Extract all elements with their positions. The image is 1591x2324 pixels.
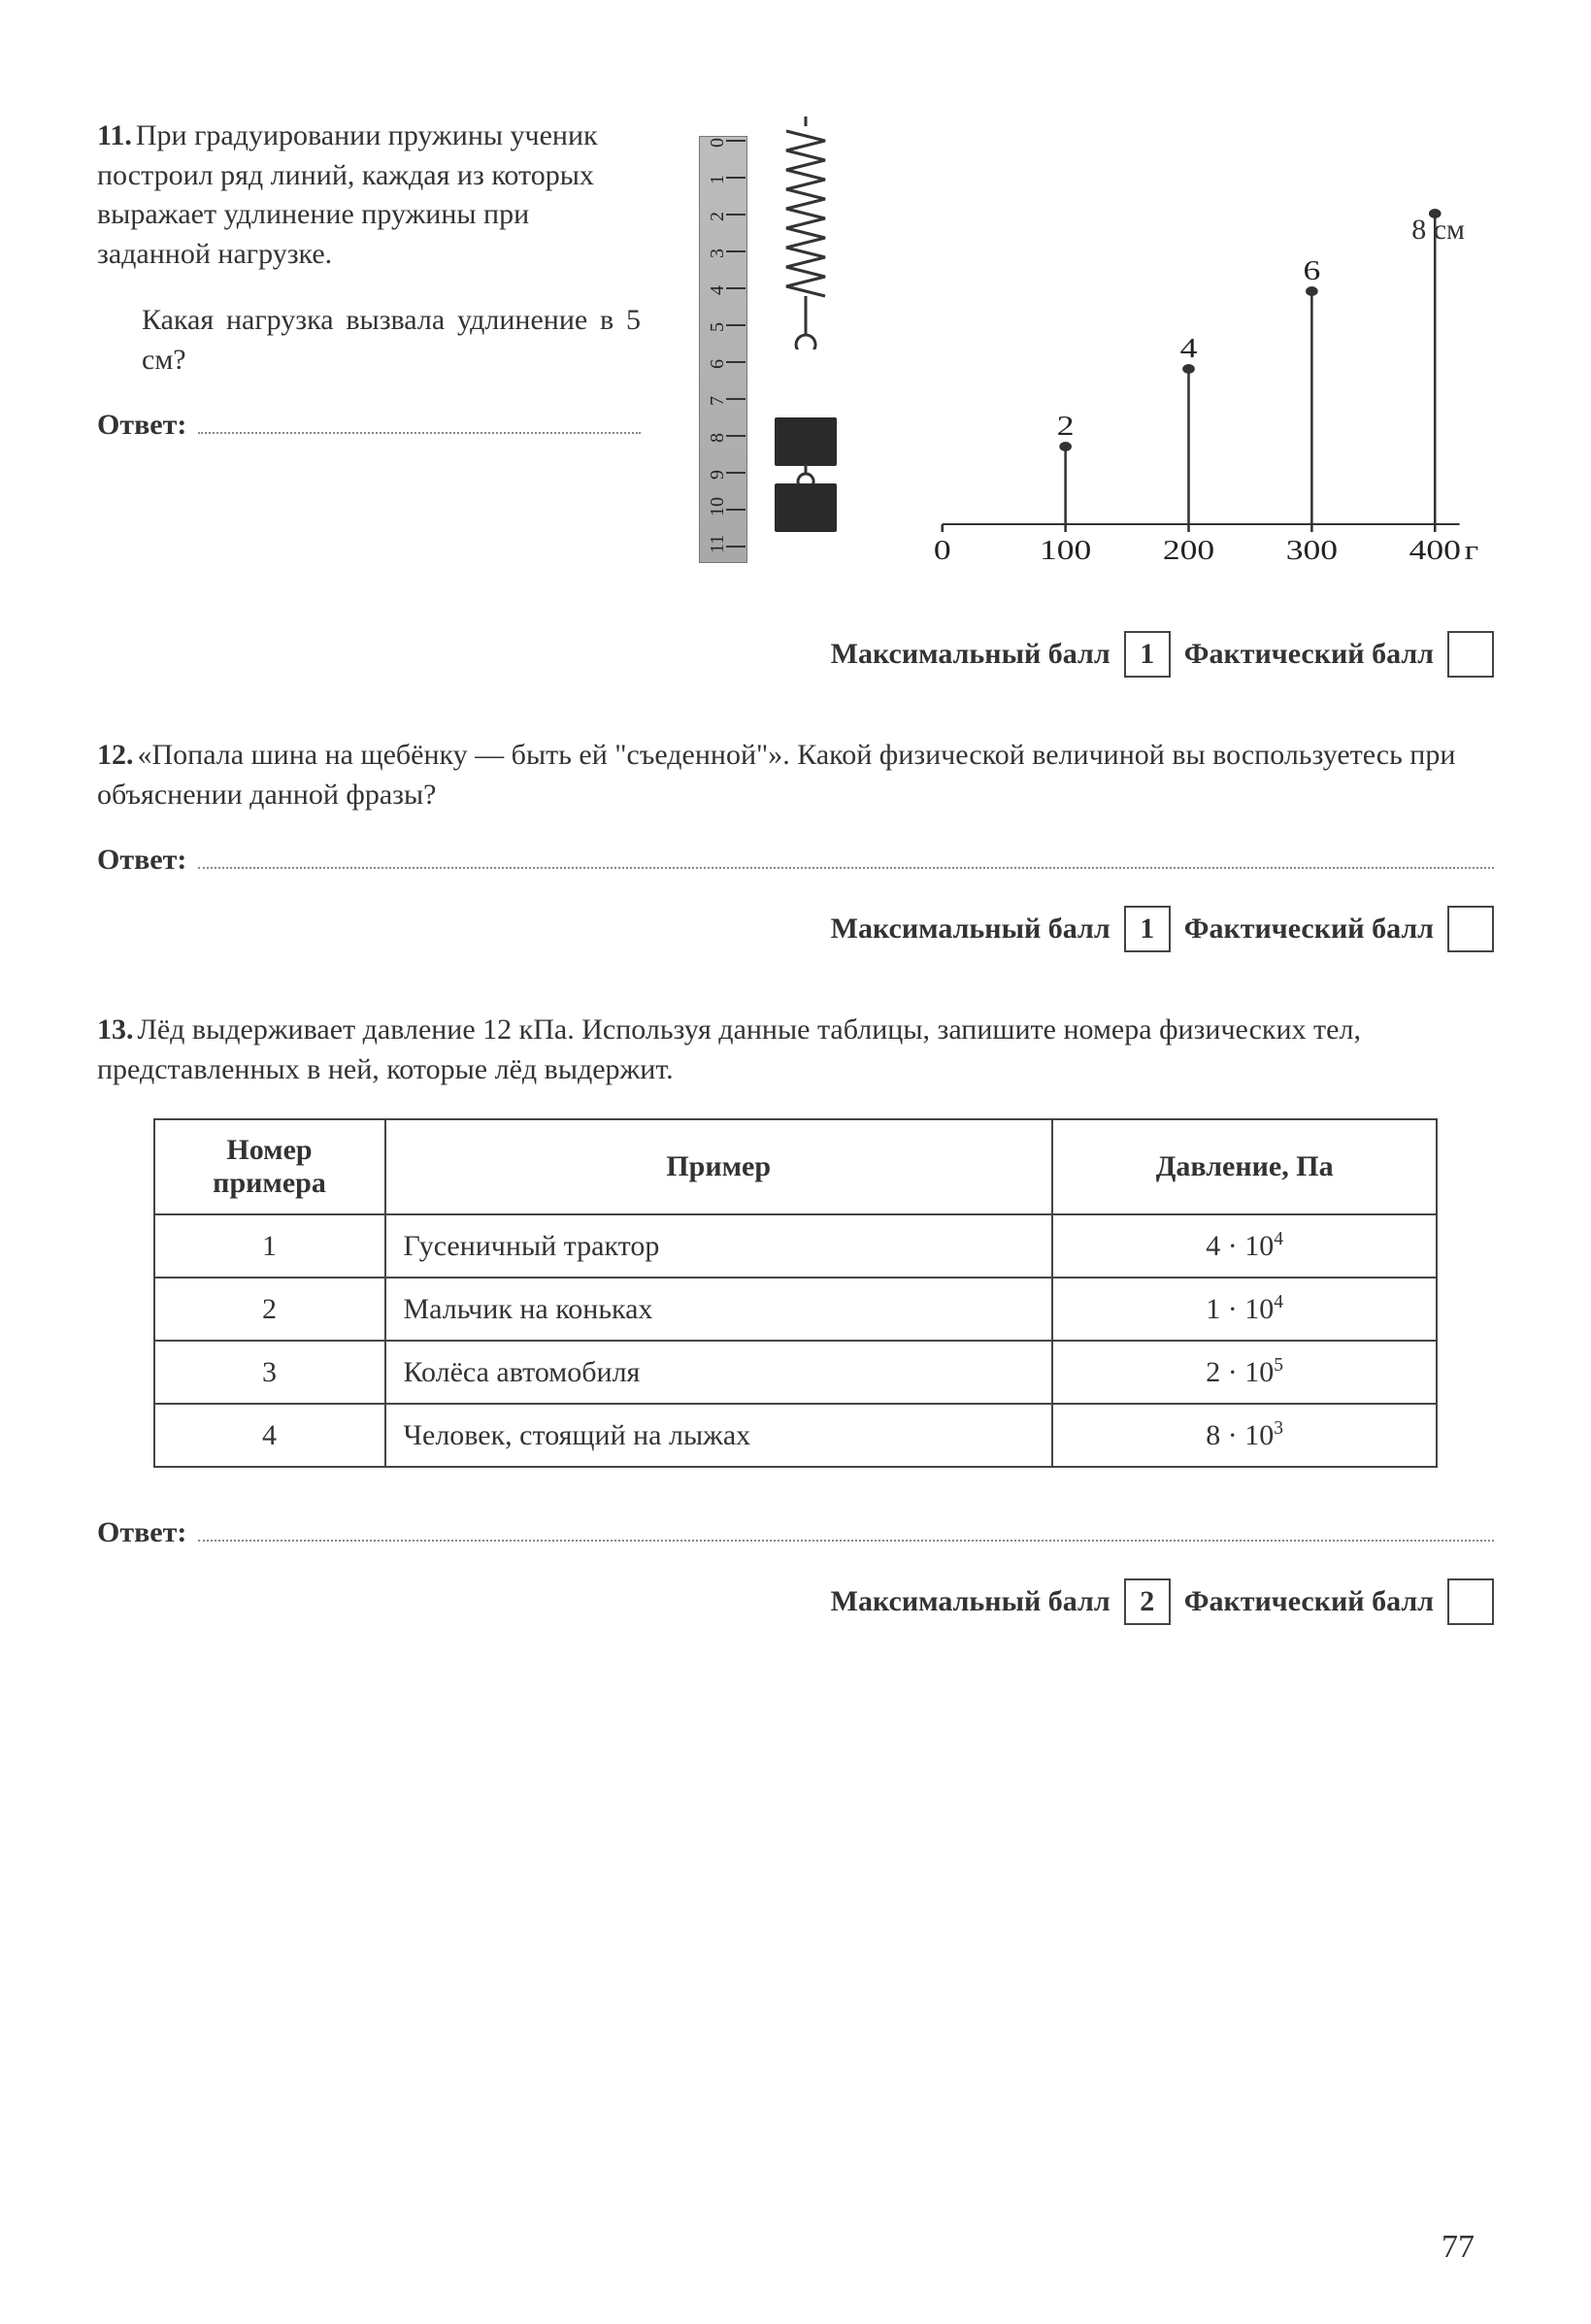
svg-text:6: 6 <box>1303 255 1320 285</box>
svg-text:2: 2 <box>1057 411 1075 441</box>
ruler-label: 2 <box>707 212 729 221</box>
cell-example: Колёса автомобиля <box>385 1341 1052 1404</box>
ruler-tick <box>726 472 746 474</box>
ruler-label: 5 <box>707 322 729 332</box>
actual-score-label: Фактический балл <box>1184 638 1434 671</box>
max-score-label: Максимальный балл <box>831 638 1110 671</box>
answer-label: Ответ: <box>97 844 186 877</box>
svg-text:100: 100 <box>1040 535 1091 563</box>
q11-text2: Какая нагрузка вызвала удлинение в 5 см? <box>97 301 641 380</box>
q11-diagram: 0 1 2 3 4 5 6 7 8 9 10 11 8 см <box>660 116 1494 602</box>
ruler-tick <box>726 361 746 363</box>
max-score-label: Максимальный балл <box>831 913 1110 946</box>
table-row: 3Колёса автомобиля2 · 105 <box>154 1341 1438 1404</box>
question-12: 12. «Попала шина на щебёнку — быть ей "с… <box>97 736 1494 952</box>
ruler-label: 7 <box>707 396 729 406</box>
ruler-tick <box>726 140 746 142</box>
actual-score-label: Фактический балл <box>1184 1585 1434 1618</box>
ruler-tick <box>726 250 746 252</box>
ruler-tick <box>726 287 746 289</box>
col-example: Пример <box>385 1119 1052 1214</box>
ruler-tick <box>726 177 746 179</box>
q12-text: «Попала шина на щебёнку — быть ей "съеде… <box>97 739 1455 811</box>
ruler-label: 8 <box>707 433 729 443</box>
ruler-tick <box>726 509 746 511</box>
spring-icon <box>777 116 835 349</box>
q13-text: Лёд выдерживает давление 12 кПа. Использ… <box>97 1013 1361 1085</box>
col-pressure: Давление, Па <box>1052 1119 1438 1214</box>
q13-max-score: 2 <box>1124 1578 1171 1625</box>
q13-actual-score[interactable] <box>1447 1578 1494 1625</box>
ruler-label: 4 <box>707 285 729 295</box>
ruler-tick <box>726 398 746 400</box>
q13-answer-line[interactable] <box>198 1526 1494 1542</box>
cell-example: Гусеничный трактор <box>385 1214 1052 1278</box>
q12-max-score: 1 <box>1124 906 1171 952</box>
q11-score-row: Максимальный балл 1 Фактический балл <box>97 631 1494 678</box>
answer-label: Ответ: <box>97 409 186 442</box>
q11-text1: При градуировании пружины ученик построи… <box>97 119 598 270</box>
ruler-label: 9 <box>707 470 729 480</box>
svg-text:0: 0 <box>934 535 951 563</box>
q12-score-row: Максимальный балл 1 Фактический балл <box>97 906 1494 952</box>
q11-actual-score[interactable] <box>1447 631 1494 678</box>
q11-number: 11. <box>97 119 132 151</box>
ruler-label: 11 <box>707 535 729 553</box>
cell-number: 1 <box>154 1214 385 1278</box>
ruler-label: 3 <box>707 249 729 258</box>
ruler-label: 1 <box>707 175 729 184</box>
pressure-table: Номер примера Пример Давление, Па 1Гусен… <box>153 1118 1439 1468</box>
q12-number: 12. <box>97 739 134 771</box>
ruler-tick <box>726 214 746 216</box>
q11-answer-row: Ответ: <box>97 409 641 442</box>
page-number: 77 <box>1442 2229 1475 2266</box>
question-11: 11. При градуировании пружины ученик пос… <box>97 116 1494 678</box>
cell-example: Мальчик на коньках <box>385 1278 1052 1341</box>
ruler-tick <box>726 435 746 437</box>
col-number: Номер примера <box>154 1119 385 1214</box>
ruler-label: 10 <box>707 497 729 516</box>
cell-pressure: 1 · 104 <box>1052 1278 1438 1341</box>
svg-text:200: 200 <box>1163 535 1214 563</box>
q11-max-score: 1 <box>1124 631 1171 678</box>
q12-actual-score[interactable] <box>1447 906 1494 952</box>
cell-pressure: 2 · 105 <box>1052 1341 1438 1404</box>
ruler-tick <box>726 546 746 548</box>
cell-number: 3 <box>154 1341 385 1404</box>
q11-answer-line[interactable] <box>198 418 641 434</box>
q12-answer-line[interactable] <box>198 853 1494 869</box>
svg-text:4: 4 <box>1180 333 1198 363</box>
svg-text:400: 400 <box>1409 535 1461 563</box>
cell-number: 4 <box>154 1404 385 1467</box>
max-score-label: Максимальный балл <box>831 1585 1110 1618</box>
weight-1 <box>775 417 837 466</box>
table-row: 4Человек, стоящий на лыжах8 · 103 <box>154 1404 1438 1467</box>
cell-pressure: 8 · 103 <box>1052 1404 1438 1467</box>
ruler-label: 6 <box>707 359 729 369</box>
table-row: 2Мальчик на коньках1 · 104 <box>154 1278 1438 1341</box>
q13-answer-row: Ответ: <box>97 1516 1494 1549</box>
cell-number: 2 <box>154 1278 385 1341</box>
y-unit: 8 см <box>1411 214 1465 247</box>
q12-answer-row: Ответ: <box>97 844 1494 877</box>
ruler-label: 0 <box>707 138 729 148</box>
ruler-tick <box>726 324 746 326</box>
table-header-row: Номер примера Пример Давление, Па <box>154 1119 1438 1214</box>
svg-text:300: 300 <box>1286 535 1338 563</box>
cell-pressure: 4 · 104 <box>1052 1214 1438 1278</box>
answer-label: Ответ: <box>97 1516 186 1549</box>
q13-score-row: Максимальный балл 2 Фактический балл <box>97 1578 1494 1625</box>
graph: 8 см 0 100 200 300 400г 2 4 6 <box>893 136 1484 563</box>
question-13: 13. Лёд выдерживает давление 12 кПа. Исп… <box>97 1011 1494 1625</box>
q13-number: 13. <box>97 1013 134 1046</box>
table-row: 1Гусеничный трактор4 · 104 <box>154 1214 1438 1278</box>
actual-score-label: Фактический балл <box>1184 913 1434 946</box>
weight-2 <box>775 483 837 532</box>
svg-text:г: г <box>1465 535 1479 563</box>
q11-text-column: 11. При градуировании пружины ученик пос… <box>97 116 641 602</box>
cell-example: Человек, стоящий на лыжах <box>385 1404 1052 1467</box>
